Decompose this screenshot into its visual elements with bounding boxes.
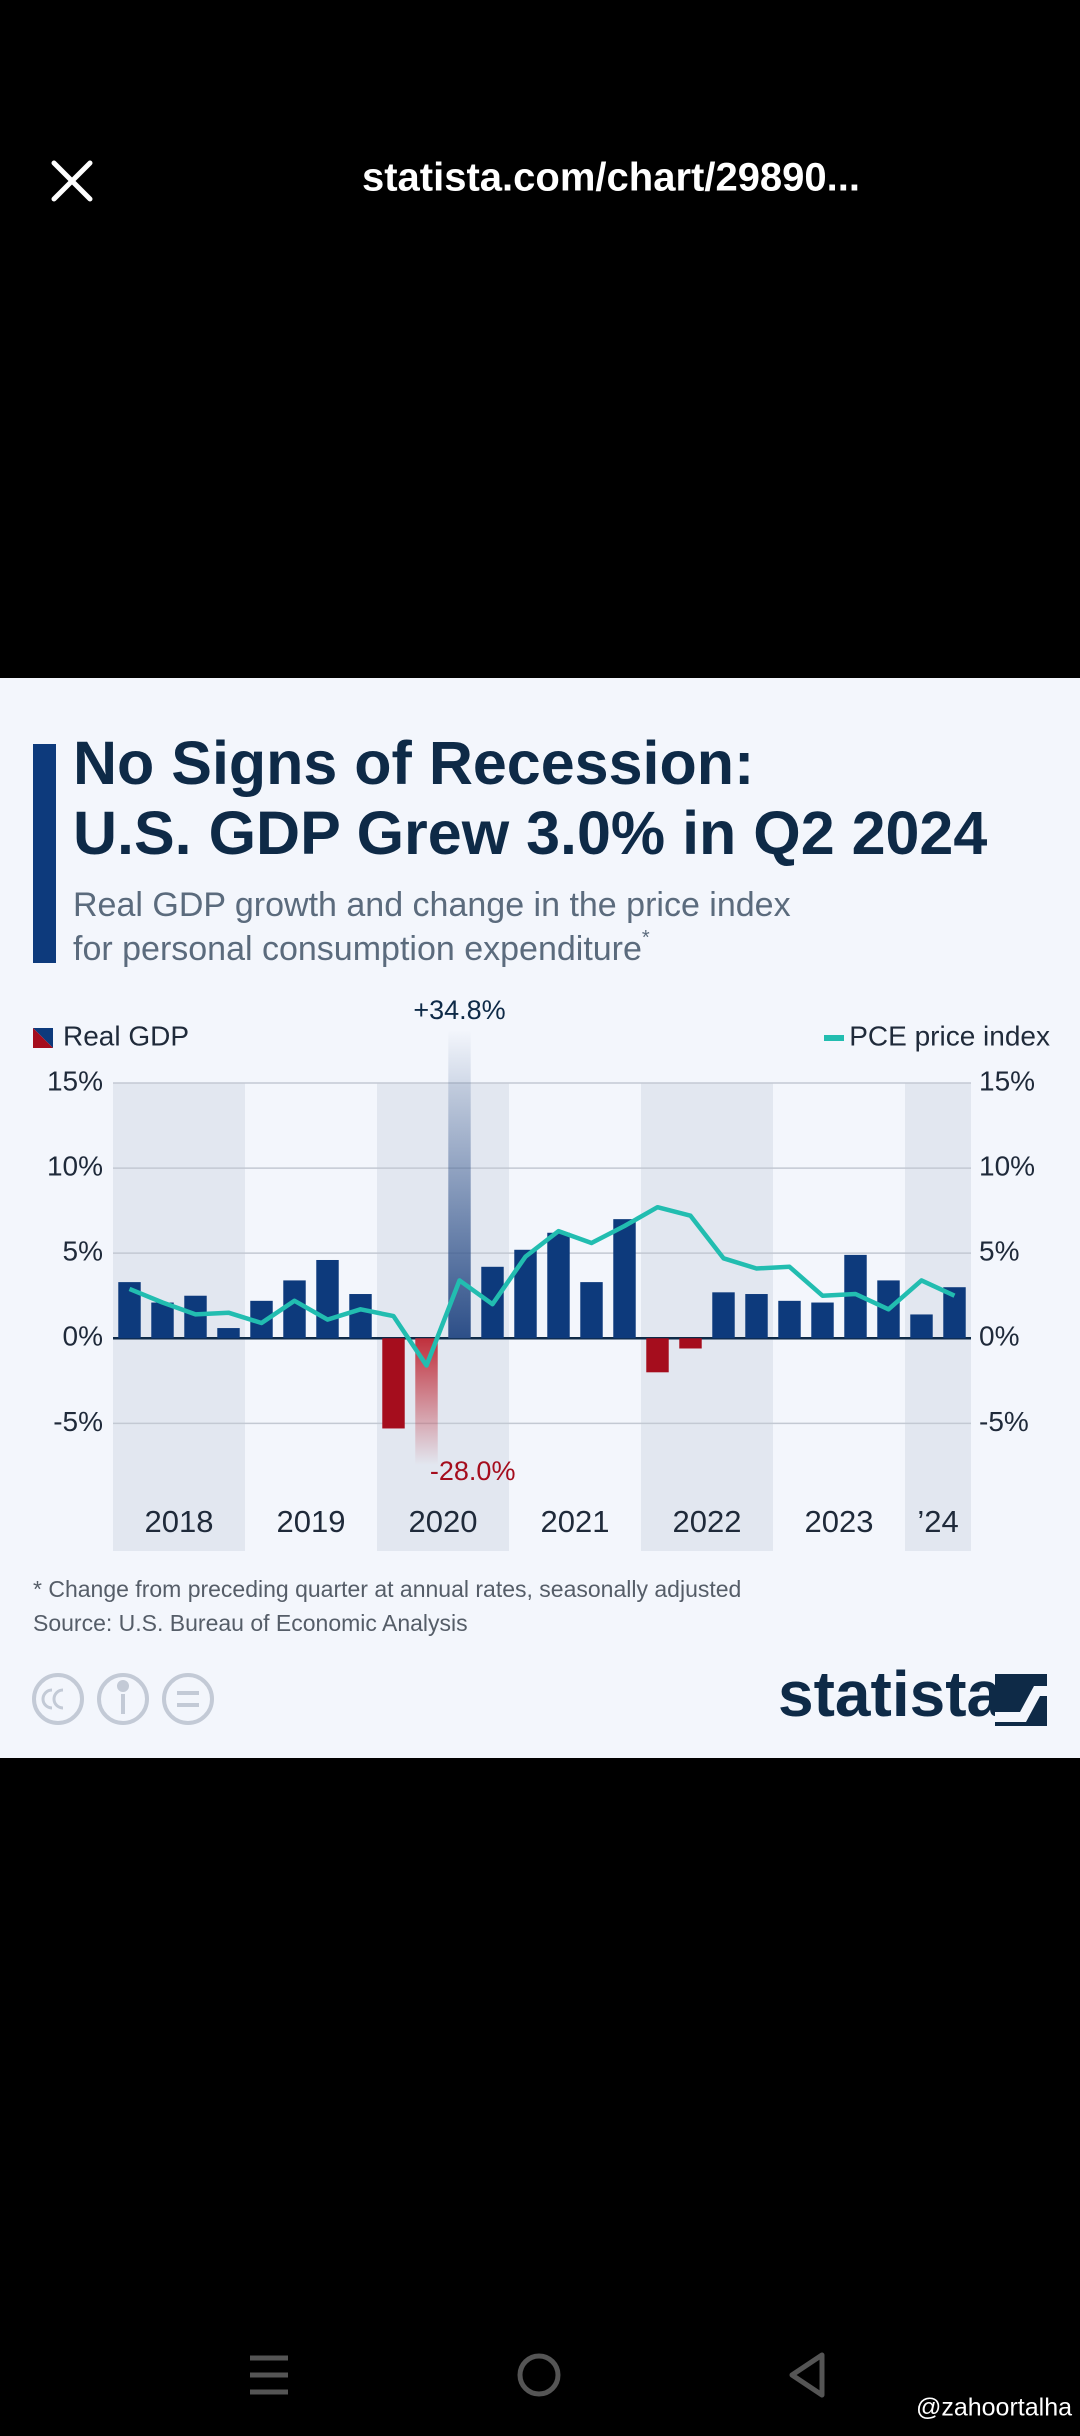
url[interactable]: statista.com/chart/29890...: [362, 156, 860, 200]
bar: [250, 1300, 273, 1339]
y2-tick-label: 5%: [979, 1236, 1019, 1267]
bar: [448, 1030, 471, 1339]
chart-title: No Signs of Recession:: [73, 729, 754, 797]
bar: [778, 1300, 801, 1339]
bar: [316, 1259, 339, 1339]
bar: [943, 1287, 966, 1339]
bar: [415, 1338, 438, 1465]
chart-title: U.S. GDP Grew 3.0% in Q2 2024: [73, 799, 987, 867]
bar: [118, 1282, 141, 1339]
x-tick-label: ’24: [917, 1504, 958, 1539]
legend-label: PCE price index: [849, 1020, 1050, 1051]
source: Source: U.S. Bureau of Economic Analysis: [33, 1610, 468, 1636]
bar: [679, 1338, 702, 1349]
title-accent: [33, 744, 56, 963]
bar: [646, 1338, 669, 1373]
nav-back[interactable]: [789, 2352, 825, 2398]
bar: [613, 1219, 636, 1339]
license-icons: [32, 1673, 214, 1725]
bar: [547, 1232, 570, 1339]
bar: [712, 1292, 735, 1339]
y-tick-label: 0%: [63, 1321, 103, 1352]
close-button[interactable]: [51, 160, 93, 202]
bar: [745, 1294, 768, 1339]
y2-tick-label: 10%: [979, 1150, 1035, 1181]
nav-menu[interactable]: [250, 2355, 288, 2395]
bar: [184, 1295, 207, 1339]
bar: [382, 1338, 405, 1429]
bar: [217, 1328, 240, 1339]
line: [128, 1204, 956, 1368]
y2-tick-label: 0%: [979, 1321, 1019, 1352]
bar: [514, 1249, 537, 1339]
y-tick-label: 5%: [63, 1236, 103, 1267]
y-tick-label: 10%: [47, 1150, 103, 1181]
nav-home[interactable]: [517, 2353, 561, 2397]
x-tick-label: 2018: [145, 1504, 214, 1539]
chart-subtitle: Real GDP growth and change in the price …: [73, 886, 791, 924]
x-tick-label: 2019: [277, 1504, 346, 1539]
data-label: +34.8%: [413, 995, 505, 1025]
x-tick-label: 2023: [805, 1504, 874, 1539]
y-tick-label: -5%: [53, 1406, 103, 1437]
y-tick-label: 15%: [47, 1065, 103, 1096]
bar: [580, 1282, 603, 1339]
chart-subtitle: for personal consumption expenditure*: [73, 927, 650, 968]
bar: [811, 1302, 834, 1339]
logo: statista: [778, 1658, 1003, 1730]
data-label: -28.0%: [430, 1456, 516, 1486]
footnote: * Change from preceding quarter at annua…: [33, 1576, 741, 1602]
legend-swatch: [33, 1028, 53, 1048]
bar: [151, 1302, 174, 1339]
y2-tick-label: 15%: [979, 1065, 1035, 1096]
y2-tick-label: -5%: [979, 1406, 1029, 1437]
bar: [283, 1280, 306, 1339]
watermark: @zahoortalha: [916, 2394, 1072, 2422]
bar: [844, 1254, 867, 1339]
x-tick-label: 2021: [541, 1504, 610, 1539]
x-tick-label: 2020: [409, 1504, 478, 1539]
plot: 2018 2019 2020 2021 2022 2023 ’24 -5% 0% 5% 10% 15%…: [33, 995, 1050, 1551]
bar: [349, 1294, 372, 1339]
logo-mark: [995, 1674, 1047, 1726]
legend-label: Real GDP: [63, 1020, 189, 1051]
x-tick-label: 2022: [673, 1504, 742, 1539]
bar: [910, 1314, 933, 1339]
